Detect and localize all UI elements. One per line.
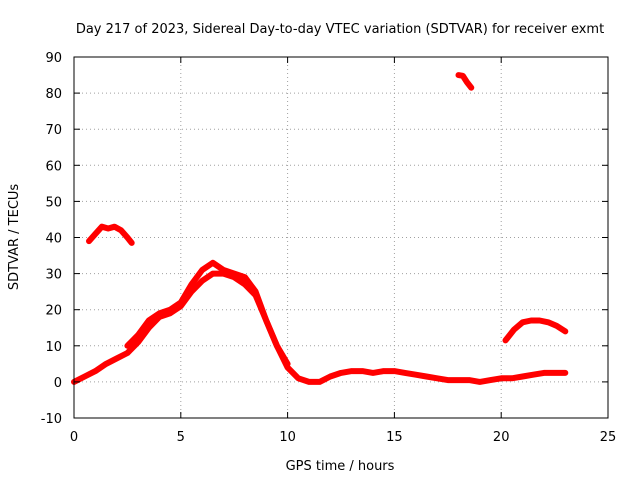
series-group	[71, 72, 569, 385]
chart-title: Day 217 of 2023, Sidereal Day-to-day VTE…	[76, 22, 604, 37]
x-tick-label: 15	[386, 430, 403, 445]
series-main-trace	[71, 270, 569, 385]
grid	[74, 57, 608, 418]
y-axis-label: SDTVAR / TECUs	[7, 184, 22, 291]
tick-labels: 0 5 10 15 20 25 -10 0 10 20 30 40 50 60 70 80 90	[41, 51, 617, 445]
series-early-arc	[86, 223, 135, 246]
x-tick-label: 20	[493, 430, 510, 445]
y-tick-label: 60	[45, 159, 62, 174]
y-tick-label: 10	[45, 340, 62, 355]
y-tick-label: -10	[41, 412, 62, 427]
x-axis-label: GPS time / hours	[286, 459, 395, 474]
series-late-arc	[502, 317, 569, 344]
y-tick-label: 0	[54, 376, 62, 391]
y-tick-label: 90	[45, 51, 62, 66]
y-tick-label: 70	[45, 123, 62, 138]
y-tick-label: 80	[45, 87, 62, 102]
y-tick-label: 30	[45, 268, 62, 283]
y-tick-label: 20	[45, 304, 62, 319]
axis-ticks	[73, 56, 609, 419]
x-tick-label: 10	[279, 430, 296, 445]
x-tick-label: 5	[177, 430, 185, 445]
x-tick-label: 0	[70, 430, 78, 445]
series-upper-band	[124, 259, 291, 367]
y-tick-label: 40	[45, 232, 62, 247]
series-top-fragment	[455, 72, 475, 91]
y-tick-label: 50	[45, 195, 62, 210]
x-tick-label: 25	[600, 430, 617, 445]
